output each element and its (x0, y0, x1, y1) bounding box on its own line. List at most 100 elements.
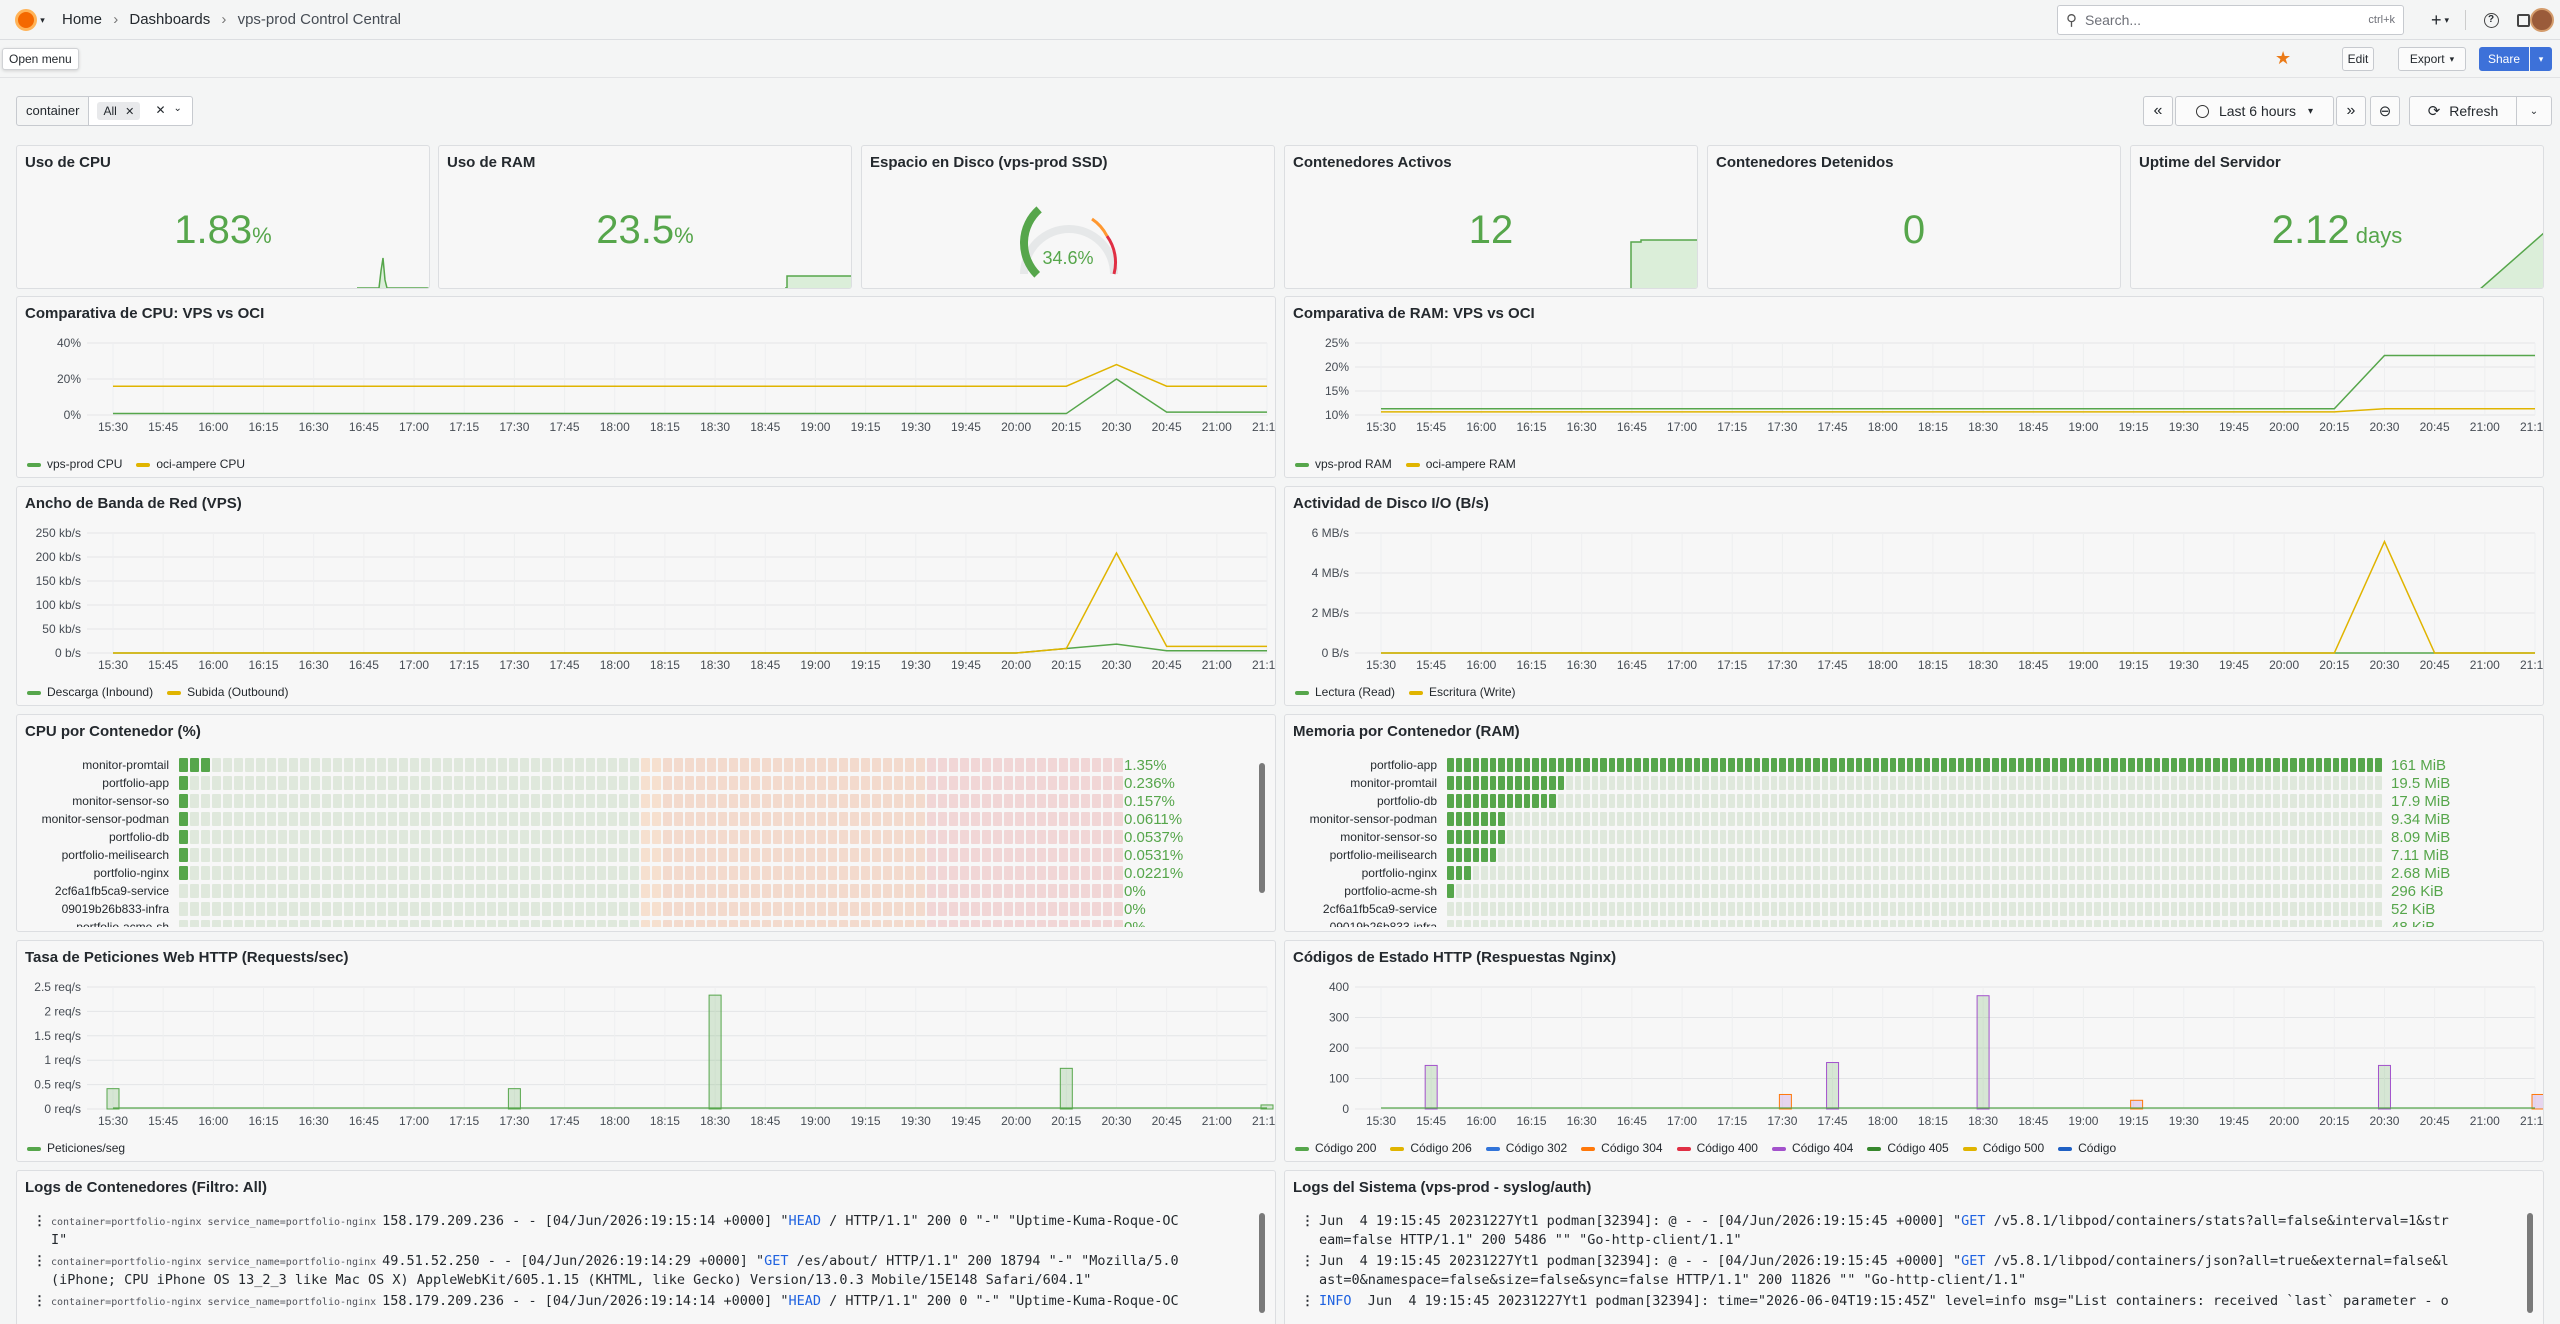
x-tick-label: 18:45 (750, 420, 780, 434)
container-logs-panel[interactable]: Logs de Contenedores (Filtro: All) ⋮ cont… (16, 1170, 1276, 1324)
new-button[interactable]: + ▾ (2420, 8, 2460, 32)
share-dropdown-button[interactable]: ▾ (2530, 47, 2552, 71)
network-bandwidth-panel[interactable]: Ancho de Banda de Red (VPS) 250 kb/s 200 … (16, 486, 1276, 706)
bar (1826, 1062, 1840, 1110)
series-line (113, 551, 1267, 654)
time-forward-button[interactable]: » (2336, 96, 2366, 126)
legend-item[interactable]: Código (2058, 1141, 2116, 1155)
variable-select[interactable]: All ✕ ✕ ⌄ (89, 96, 194, 126)
log-line[interactable]: INFO Jun 4 19:15:45 20231227Yt1 podman[3… (1319, 1293, 2505, 1309)
legend-item[interactable]: Descarga (Inbound) (27, 685, 153, 699)
legend-item[interactable]: Peticiones/seg (27, 1141, 125, 1155)
bar (1260, 1104, 1274, 1110)
bar (2130, 1099, 2144, 1110)
time-picker-button[interactable]: Last 6 hours ▾ (2175, 96, 2334, 126)
legend-item[interactable]: Código 206 (1390, 1141, 1472, 1155)
bar-gauge-row: monitor-promtail 1.35% (17, 757, 1257, 774)
log-row-menu-icon[interactable]: ⋮ (33, 1293, 46, 1308)
log-row-menu-icon[interactable]: ⋮ (33, 1253, 46, 1268)
container-name: portfolio-db (108, 830, 169, 844)
legend: Código 200 Código 206 Código 302 Código 304… (1295, 1141, 2116, 1155)
log-row-menu-icon[interactable]: ⋮ (1301, 1253, 1314, 1268)
y-tick-label: 50 kb/s (42, 622, 81, 636)
clear-icon[interactable]: ✕ (155, 103, 166, 117)
user-avatar[interactable] (2530, 8, 2554, 32)
y-tick-label: 25% (1325, 336, 1349, 350)
scrollbar[interactable] (1259, 1213, 1265, 1313)
export-button[interactable]: Export ▾ (2398, 47, 2466, 71)
log-line[interactable]: Jun 4 19:15:45 20231227Yt1 podman[32394]… (1319, 1213, 2505, 1229)
legend-item[interactable]: Código 404 (1771, 1141, 1853, 1155)
share-button[interactable]: Share (2479, 47, 2529, 71)
y-tick-label: 0 req/s (44, 1102, 81, 1116)
zoom-out-button[interactable]: ⊖ (2370, 96, 2400, 126)
bar-gauge-row: 09019b26b833-infra 0% (17, 901, 1257, 918)
remove-chip-icon[interactable]: ✕ (125, 106, 135, 118)
legend-item[interactable]: Código 304 (1581, 1141, 1663, 1155)
breadcrumb-home[interactable]: Home (62, 11, 103, 28)
legend-item[interactable]: Código 200 (1295, 1141, 1376, 1155)
ram-comparison-panel[interactable]: Comparativa de RAM: VPS vs OCI 25% 20% 15%… (1284, 296, 2544, 478)
panel-title: Actividad de Disco I/O (B/s) (1293, 495, 1489, 512)
log-row-menu-icon[interactable]: ⋮ (33, 1213, 46, 1228)
log-line[interactable]: Jun 4 19:15:45 20231227Yt1 podman[32394]… (1319, 1253, 2505, 1269)
stat-panel-uptime[interactable]: Uptime del Servidor 2.12 days (2130, 145, 2544, 289)
legend-item[interactable]: oci-ampere RAM (1405, 457, 1516, 471)
legend-item[interactable]: Lectura (Read) (1295, 685, 1395, 699)
refresh-icon: ⟳ (2427, 103, 2441, 120)
x-tick-label: 21:15 (1252, 1114, 1275, 1128)
memory-per-container-panel[interactable]: Memoria por Contenedor (RAM) portfolio-a… (1284, 714, 2544, 932)
x-tick-label: 20:30 (2369, 1114, 2399, 1128)
scrollbar[interactable] (1259, 763, 1265, 893)
chevron-down-icon[interactable]: ⌄ (173, 103, 182, 114)
legend-item[interactable]: Código 500 (1962, 1141, 2044, 1155)
http-codes-panel[interactable]: Códigos de Estado HTTP (Respuestas Nginx… (1284, 940, 2544, 1162)
time-back-button[interactable]: « (2143, 96, 2173, 126)
stat-panel-stopped-containers[interactable]: Contenedores Detenidos 0 (1707, 145, 2121, 289)
legend-item[interactable]: Subida (Outbound) (167, 685, 288, 699)
search-icon: ⚲ (2066, 12, 2077, 29)
log-line[interactable]: container=portfolio-nginx service_name=p… (51, 1253, 1237, 1269)
stat-panel-ram[interactable]: Uso de RAM 23.5% (438, 145, 852, 289)
help-button[interactable]: ? (2478, 8, 2504, 32)
system-logs-panel[interactable]: Logs del Sistema (vps-prod - syslog/auth… (1284, 1170, 2544, 1324)
stat-panel-cpu[interactable]: Uso de CPU 1.83% (16, 145, 430, 289)
legend-item[interactable]: Código 405 (1867, 1141, 1949, 1155)
gauge-threshold-warn (1091, 217, 1109, 237)
x-tick-label: 15:45 (1416, 1114, 1446, 1128)
log-row-menu-icon[interactable]: ⋮ (1301, 1293, 1314, 1308)
container-value: 0.0221% (1124, 865, 1184, 882)
legend-item[interactable]: Código 400 (1676, 1141, 1758, 1155)
x-tick-label: 18:15 (650, 658, 680, 672)
bar-gauge-row: portfolio-app 161 MiB (1285, 757, 2535, 774)
stat-panel-disk[interactable]: Espacio en Disco (vps-prod SSD) 34.6% (861, 145, 1275, 289)
breadcrumb-dashboards[interactable]: Dashboards (129, 11, 211, 28)
grafana-menu-button[interactable]: ▾ (10, 7, 50, 33)
log-line[interactable]: container=portfolio-nginx service_name=p… (51, 1293, 1237, 1309)
legend-item[interactable]: Código 302 (1485, 1141, 1567, 1155)
variable-chip[interactable]: All ✕ (97, 102, 141, 120)
search-input[interactable]: ⚲ Search... ctrl+k (2057, 5, 2404, 35)
legend-item[interactable]: vps-prod CPU (27, 457, 122, 471)
panel-title: Uptime del Servidor (2139, 154, 2281, 171)
log-line[interactable]: container=portfolio-nginx service_name=p… (51, 1213, 1237, 1229)
disk-io-panel[interactable]: Actividad de Disco I/O (B/s) 6 MB/s 4 MB/… (1284, 486, 2544, 706)
x-tick-label: 15:30 (98, 420, 128, 434)
stat-panel-active-containers[interactable]: Contenedores Activos 12 (1284, 145, 1698, 289)
legend: vps-prod CPU oci-ampere CPU (27, 457, 245, 471)
news-button[interactable] (2510, 8, 2536, 32)
bar-gauge-row: portfolio-db 17.9 MiB (1285, 793, 2535, 810)
legend-item[interactable]: vps-prod RAM (1295, 457, 1392, 471)
log-row-menu-icon[interactable]: ⋮ (1301, 1213, 1314, 1228)
favorite-star-icon[interactable]: ★ (2275, 48, 2292, 68)
legend-item[interactable]: oci-ampere CPU (136, 457, 245, 471)
x-tick-label: 15:45 (1416, 658, 1446, 672)
cpu-comparison-panel[interactable]: Comparativa de CPU: VPS vs OCI 40% 20% 0% 1… (16, 296, 1276, 478)
http-rate-panel[interactable]: Tasa de Peticiones Web HTTP (Requests/se… (16, 940, 1276, 1162)
cpu-per-container-panel[interactable]: CPU por Contenedor (%) monitor-promtail 1… (16, 714, 1276, 932)
legend-item[interactable]: Escritura (Write) (1409, 685, 1516, 699)
scrollbar[interactable] (2527, 1213, 2533, 1313)
refresh-button[interactable]: ⟳ Refresh (2409, 96, 2517, 126)
edit-button[interactable]: Edit (2342, 47, 2374, 71)
refresh-interval-button[interactable]: ⌄ (2516, 96, 2552, 126)
